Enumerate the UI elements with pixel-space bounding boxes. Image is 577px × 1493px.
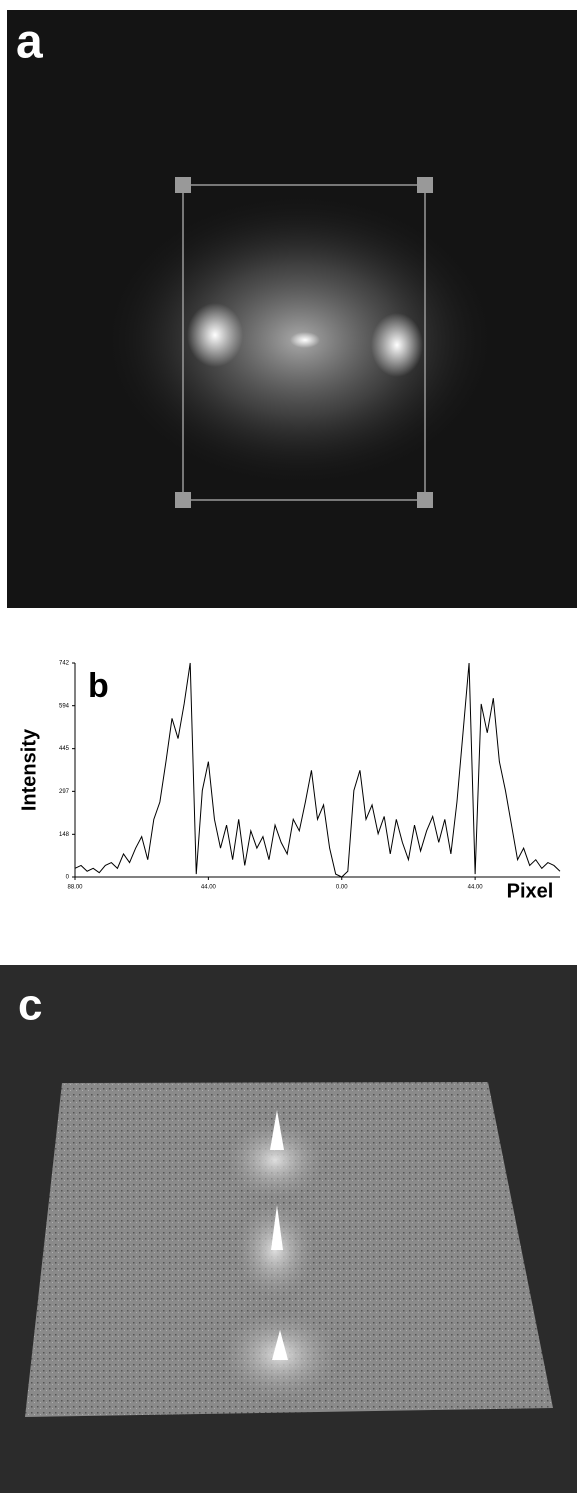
fft-spot (187, 303, 243, 367)
fft-spot (290, 332, 320, 348)
intensity-line (74, 662, 561, 878)
panel-label: b (88, 667, 109, 705)
panel-label: c (18, 981, 42, 1030)
x-tick-label: 44.00 (201, 885, 217, 891)
x-tick-label: 0.00 (336, 885, 348, 891)
surface-peak (270, 1110, 284, 1150)
x-tick-label: 88.00 (67, 885, 83, 891)
surface-glow (225, 1120, 325, 1200)
y-tick-label: 0 (66, 875, 70, 881)
panel-label: a (16, 16, 43, 69)
handles (175, 177, 433, 508)
handle (175, 492, 191, 508)
handle (417, 492, 433, 508)
y-tick-label: 148 (59, 832, 70, 838)
selection-box (182, 184, 426, 501)
fft-spot (371, 313, 423, 377)
y-axis-label: Intensity (18, 728, 40, 811)
y-tick-label: 297 (59, 789, 70, 795)
surface-peak (272, 1330, 288, 1360)
y-tick-label: 742 (59, 661, 70, 667)
x-tick-label: 44.00 (468, 885, 484, 891)
y-tick-label: 445 (59, 746, 70, 752)
surface-peak (271, 1205, 283, 1250)
handle (175, 177, 191, 193)
handle (417, 177, 433, 193)
y-tick-label: 594 (59, 703, 70, 709)
x-axis-label: Pixel (507, 880, 554, 902)
